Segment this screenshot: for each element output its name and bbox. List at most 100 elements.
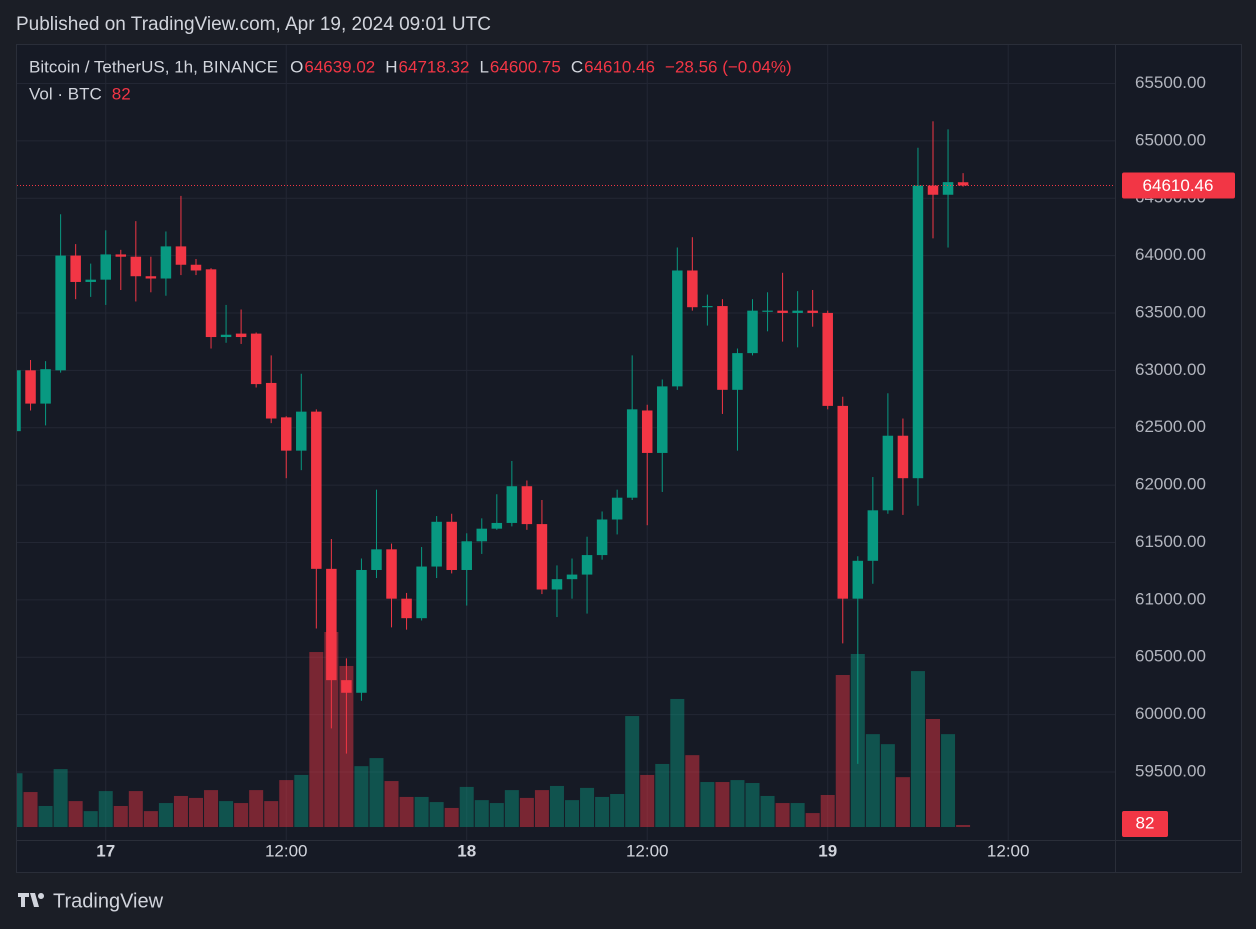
candle-body bbox=[822, 312, 833, 406]
volume-bar bbox=[775, 803, 790, 827]
volume-bar bbox=[956, 824, 971, 827]
x-tick-label: 17 bbox=[96, 841, 115, 860]
x-tick-label: 18 bbox=[457, 841, 476, 860]
candle-body bbox=[551, 579, 563, 590]
candle-body bbox=[807, 310, 818, 313]
y-tick-label: 60500.00 bbox=[1135, 647, 1206, 666]
volume-bar bbox=[128, 791, 143, 827]
candle-body bbox=[235, 333, 247, 338]
volume-bar bbox=[249, 790, 264, 827]
candle-body bbox=[220, 334, 232, 338]
volume-bar bbox=[835, 674, 850, 827]
x-tick-label: 12:00 bbox=[987, 841, 1030, 860]
candle-body bbox=[672, 270, 683, 387]
candle-body bbox=[882, 435, 894, 511]
ohlc-value: 64610.46 bbox=[584, 57, 655, 76]
candle-body bbox=[130, 256, 142, 277]
volume-bar bbox=[655, 763, 670, 827]
volume-bar bbox=[715, 782, 730, 827]
candle-body bbox=[386, 549, 397, 599]
volume-bar bbox=[670, 698, 685, 827]
volume-bar bbox=[23, 792, 38, 827]
symbol: Bitcoin / TetherUS, 1h, BINANCE bbox=[29, 57, 278, 76]
volume-tag bbox=[1122, 810, 1168, 837]
volume-bar bbox=[399, 796, 414, 827]
candle-body bbox=[702, 306, 713, 308]
price-tag-label: 64610.46 bbox=[1143, 176, 1214, 195]
y-tick-label: 61000.00 bbox=[1135, 589, 1206, 608]
candle-body bbox=[17, 370, 21, 432]
volume-bar bbox=[264, 801, 279, 827]
volume-bar bbox=[173, 795, 188, 827]
volume-bar bbox=[595, 796, 610, 827]
volume-bar bbox=[414, 796, 429, 827]
volume-bar bbox=[745, 783, 760, 827]
volume-bar bbox=[17, 773, 23, 827]
candle-body bbox=[611, 497, 623, 520]
ohlc-key: H bbox=[385, 57, 397, 76]
candle-body bbox=[777, 310, 788, 313]
candle-body bbox=[491, 522, 503, 529]
x-tick-label: 12:00 bbox=[265, 841, 308, 860]
candle-body bbox=[747, 310, 758, 354]
volume-tag-label: 82 bbox=[1136, 813, 1155, 832]
candle-body bbox=[40, 369, 51, 404]
ohlc-key: O bbox=[290, 57, 303, 76]
volume-bar bbox=[53, 769, 68, 827]
brand-logo bbox=[18, 893, 45, 907]
volume-bar bbox=[474, 800, 489, 827]
candle-body bbox=[145, 276, 157, 279]
y-tick-label: 62000.00 bbox=[1135, 475, 1206, 494]
candle-body bbox=[356, 569, 367, 693]
candle-body bbox=[581, 555, 593, 575]
volume-bar bbox=[504, 790, 519, 827]
published-note: Published on TradingView.com, Apr 19, 20… bbox=[16, 14, 491, 35]
volume-bar bbox=[880, 744, 895, 827]
candle-body bbox=[626, 409, 638, 498]
volume-bar bbox=[143, 811, 158, 827]
price-change: −28.56 (−0.04%) bbox=[665, 57, 792, 76]
candle-body bbox=[55, 255, 66, 371]
volume-bar bbox=[489, 803, 504, 827]
volume-bar bbox=[38, 805, 53, 827]
candle-body bbox=[371, 549, 382, 570]
candle-body bbox=[641, 410, 653, 453]
volume-bar bbox=[354, 766, 369, 827]
volume-bar bbox=[294, 774, 309, 827]
volume-bar bbox=[384, 781, 399, 827]
candle-body bbox=[70, 255, 81, 282]
y-tick-label: 61500.00 bbox=[1135, 532, 1206, 551]
volume-bar bbox=[188, 797, 203, 827]
candle-body bbox=[687, 270, 698, 308]
candle-body bbox=[536, 524, 548, 590]
volume-bar bbox=[730, 780, 745, 827]
candle-body bbox=[942, 182, 954, 195]
candle-body bbox=[762, 310, 773, 312]
candle-body bbox=[175, 246, 187, 265]
ohlc-value: 64600.75 bbox=[490, 57, 561, 76]
ohlc-key: L bbox=[479, 57, 488, 76]
volume-bar bbox=[459, 786, 474, 827]
volume-bar bbox=[580, 787, 595, 827]
brand-name: TradingView bbox=[53, 890, 164, 912]
candle-body bbox=[431, 521, 442, 567]
volume-bar bbox=[625, 716, 640, 827]
volume-value: 82 bbox=[112, 84, 131, 103]
candle-body bbox=[85, 279, 96, 282]
candle-body bbox=[446, 521, 457, 570]
volume-bar bbox=[565, 800, 580, 827]
candle-body bbox=[280, 417, 292, 451]
volume-bar bbox=[369, 758, 384, 827]
ohlc-key: C bbox=[571, 57, 583, 76]
volume-bar bbox=[760, 795, 775, 827]
volume-bar bbox=[926, 718, 941, 827]
candle-body bbox=[115, 254, 127, 257]
candle-body bbox=[521, 486, 533, 525]
candle-body bbox=[476, 528, 488, 542]
volume-bar bbox=[685, 755, 700, 827]
volume-bar bbox=[895, 777, 910, 827]
volume-legend: Vol · BTC bbox=[29, 84, 102, 103]
candle-body bbox=[912, 185, 924, 479]
